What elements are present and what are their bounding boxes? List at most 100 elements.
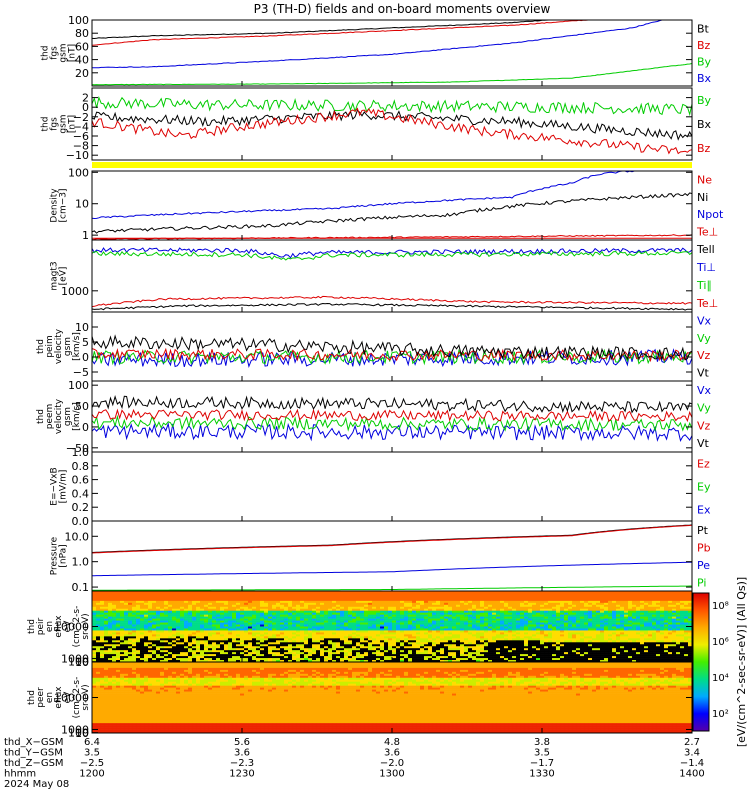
spectrogram-cell [144, 624, 149, 627]
y-axis-label: [nT] [68, 44, 78, 62]
spectrogram-cell [268, 622, 273, 625]
spectrogram-cell [140, 626, 145, 629]
spectrogram-cell [396, 604, 401, 608]
spectrogram-cell [436, 648, 441, 651]
spectrogram-cell [540, 591, 545, 594]
spectrogram-cell [516, 604, 521, 608]
spectrogram-cell [600, 616, 605, 619]
spectrogram-cell [136, 591, 141, 594]
spectrogram-cell [328, 594, 333, 598]
spectrogram-cell [556, 592, 561, 596]
spectrogram-cell [108, 594, 113, 598]
spectrogram-cell [472, 650, 477, 653]
spectrogram-cell [552, 636, 557, 639]
spectrogram-cell [612, 591, 617, 594]
spectrogram-cell [92, 610, 97, 613]
spectrogram-cell [112, 606, 117, 610]
spectrogram-cell [164, 646, 169, 649]
spectrogram-cell [496, 624, 501, 627]
spectrogram-cell [320, 636, 325, 639]
spectrogram-cell [404, 648, 409, 651]
spectrogram-cell [496, 606, 501, 610]
spectrogram-cell [556, 608, 561, 612]
spectrogram-cell [444, 628, 449, 631]
spectrogram-cell [200, 628, 205, 631]
spectrogram-cell [508, 626, 513, 629]
spectrogram-cell [368, 600, 373, 604]
spectrogram-cell [352, 591, 357, 594]
spectrogram-cell [512, 640, 517, 643]
spectrogram-cell [360, 610, 365, 613]
spectrogram-cell [484, 612, 489, 615]
spectrogram-cell [136, 656, 141, 659]
spectrogram-cell [132, 600, 137, 604]
spectrogram-cell [532, 622, 537, 625]
spectrogram-cell [600, 632, 605, 635]
spectrogram-cell [468, 642, 473, 645]
spectrogram-cell [504, 648, 509, 651]
spectrogram-cell [280, 648, 285, 651]
spectrogram-cell [504, 638, 509, 641]
spectrogram-cell [216, 610, 221, 613]
spectrogram-cell [572, 592, 577, 596]
spectrogram-cell [288, 642, 293, 645]
spectrogram-cell [560, 654, 565, 657]
spectrogram-cell [100, 656, 105, 659]
spectrogram-cell [496, 616, 501, 619]
spectrogram-cell [264, 638, 269, 641]
spectrogram-cell [432, 598, 437, 602]
spectrogram-cell [584, 644, 589, 647]
spectrogram-cell [616, 612, 621, 615]
spectrogram-cell [204, 646, 209, 649]
spectrogram-cell [284, 654, 289, 657]
spectrogram-cell [620, 652, 625, 655]
spectrogram-cell [600, 618, 605, 621]
spectrogram-cell [592, 636, 597, 639]
spectrogram-cell [216, 591, 221, 594]
spectrogram-cell [288, 660, 293, 663]
spectrogram-cell [216, 636, 221, 639]
spectrogram-cell [376, 660, 381, 663]
spectrogram-cell [156, 654, 161, 657]
spectrogram-cell [564, 618, 569, 621]
spectrogram-cell [432, 644, 437, 647]
spectrogram-cell [332, 648, 337, 651]
spectrogram-cell [260, 592, 265, 596]
spectrogram-cell [500, 656, 505, 659]
spectrogram-cell [560, 618, 565, 621]
spectrogram-cell [616, 660, 621, 663]
spectrogram-cell [324, 648, 329, 651]
spectrogram-cell [328, 610, 333, 613]
spectrogram-cell [120, 602, 125, 606]
spectrogram-cell [552, 650, 557, 653]
spectrogram-cell [384, 606, 389, 610]
spectrogram-cell [496, 622, 501, 625]
spectrogram-cell [452, 652, 457, 655]
spectrogram-cell [516, 652, 521, 655]
spectrogram-cell [620, 632, 625, 635]
spectrogram-cell [276, 606, 281, 610]
spectrogram-cell [248, 660, 253, 663]
spectrogram-cell [476, 592, 481, 596]
spectrogram-cell [272, 636, 277, 639]
spectrogram-cell [368, 598, 373, 602]
spectrogram-cell [476, 600, 481, 604]
spectrogram-cell [236, 598, 241, 602]
spectrogram-cell [392, 648, 397, 651]
spectrogram-cell [432, 640, 437, 643]
spectrogram-cell [228, 652, 233, 655]
spectrogram-cell [312, 628, 317, 631]
spectrogram-cell [384, 612, 389, 615]
spectrogram-cell [340, 591, 345, 594]
spectrogram-cell [440, 630, 445, 633]
spectrogram-cell [168, 600, 173, 604]
spectrogram-cell [264, 654, 269, 657]
spectrogram-cell [264, 608, 269, 612]
spectrogram-cell [264, 610, 269, 613]
spectrogram-cell [136, 608, 141, 612]
spectrogram-cell [104, 656, 109, 659]
spectrogram-cell [188, 656, 193, 659]
spectrogram-cell [448, 658, 453, 661]
spectrogram-cell [152, 598, 157, 602]
spectrogram-cell [468, 606, 473, 610]
